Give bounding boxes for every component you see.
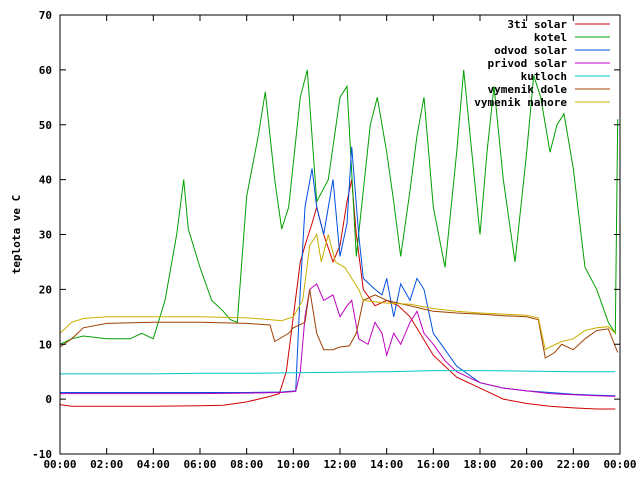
x-tick-label-0: 00:00 (43, 458, 76, 471)
legend-label-4: kutloch (521, 70, 567, 83)
x-tick-label-11: 22:00 (557, 458, 590, 471)
plot-lines (59, 69, 619, 410)
series-line-5 (59, 289, 619, 359)
legend-label-3: privod solar (488, 57, 568, 70)
y-tick-label-8: 70 (39, 9, 52, 22)
y-axis-label: teplota ve C (10, 195, 23, 274)
x-tick-label-2: 04:00 (137, 458, 170, 471)
series-line-1 (59, 69, 619, 345)
y-tick-label-3: 20 (39, 283, 52, 296)
x-tick-label-10: 20:00 (510, 458, 543, 471)
series-line-3 (60, 283, 616, 397)
x-tick-label-4: 08:00 (230, 458, 263, 471)
x-tick-label-3: 06:00 (183, 458, 216, 471)
series-line-2 (60, 146, 616, 397)
y-tick-label-2: 10 (39, 338, 52, 351)
x-tick-label-1: 02:00 (90, 458, 123, 471)
x-tick-label-12: 00:00 (603, 458, 636, 471)
y-tick-label-5: 40 (39, 174, 52, 187)
legend-label-1: kotel (534, 31, 567, 44)
series-line-0 (59, 179, 616, 410)
axis-ticks (59, 14, 621, 455)
x-tick-label-8: 16:00 (417, 458, 450, 471)
y-tick-label-1: 0 (45, 393, 52, 406)
series-line-6 (59, 233, 616, 351)
y-tick-label-7: 60 (39, 64, 52, 77)
series-line-4 (60, 370, 616, 375)
x-tick-label-7: 14:00 (370, 458, 403, 471)
legend-label-0: 3ti solar (507, 18, 567, 31)
x-tick-label-6: 12:00 (323, 458, 356, 471)
legend-label-5: vymenik dole (488, 83, 568, 96)
y-tick-label-6: 50 (39, 119, 52, 132)
legend-label-6: vymenik nahore (474, 96, 567, 109)
x-tick-label-5: 10:00 (277, 458, 310, 471)
tick-labels: -10 0 10 20 30 40 50 60 70 00:00 02:00 04:00 06:00 08… (32, 9, 636, 471)
legend-label-2: odvod solar (494, 44, 567, 57)
x-tick-label-9: 18:00 (463, 458, 496, 471)
y-tick-label-0: -10 (32, 448, 52, 461)
y-tick-label-4: 30 (39, 229, 52, 242)
